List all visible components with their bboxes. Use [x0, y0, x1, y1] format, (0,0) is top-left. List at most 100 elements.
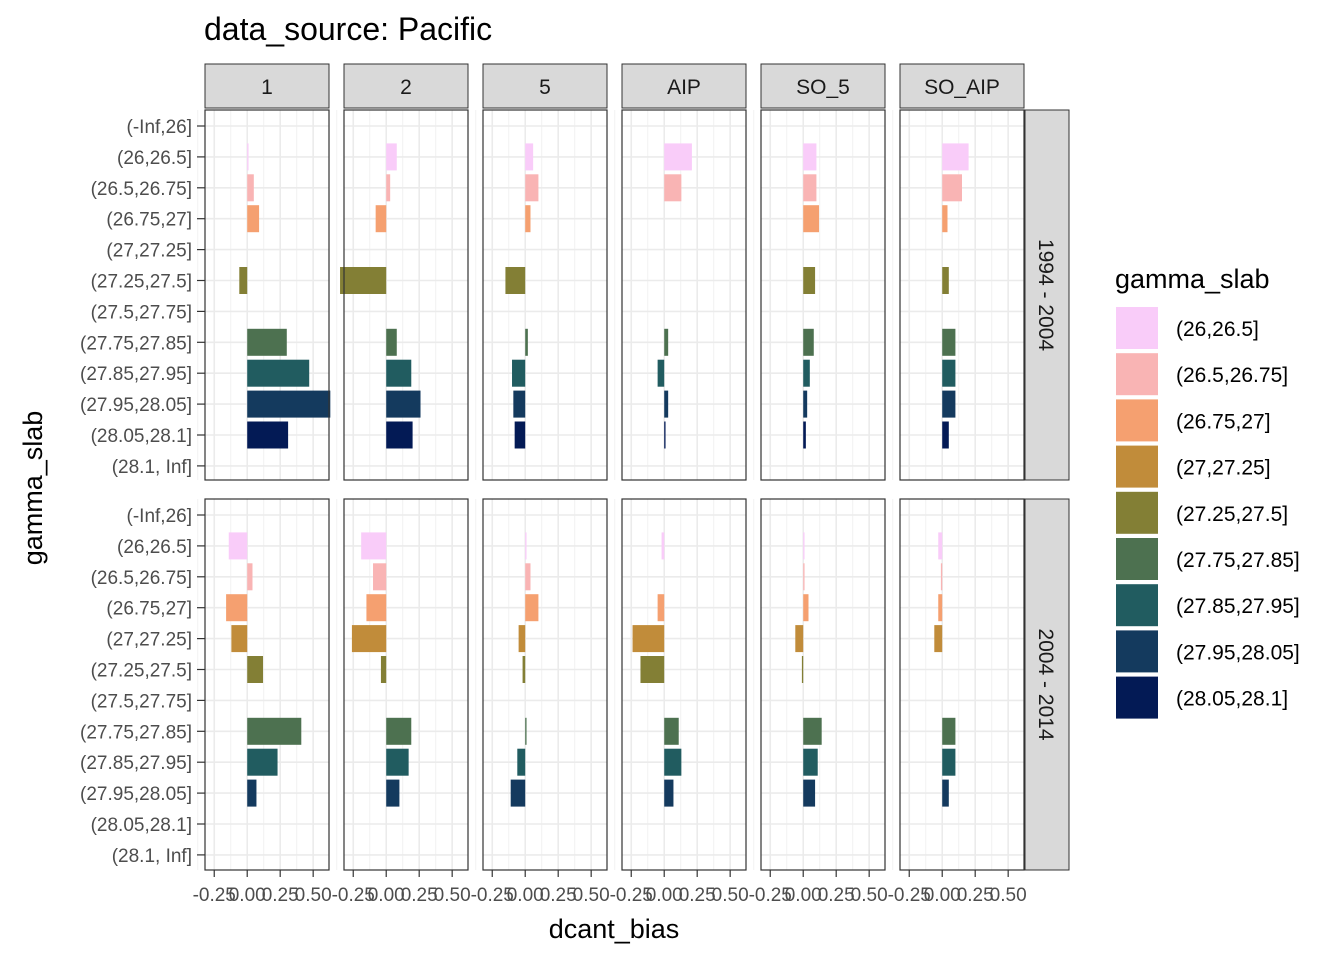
bar: [386, 748, 409, 776]
panel-background: [761, 110, 885, 480]
facet-panels: 1 2 5 AIP SO_5 SO_AIP 1994 - 2004 2004 - 2014 (-…: [80, 63, 1070, 906]
panel-background: [344, 499, 468, 870]
x-tick-label: 0.50: [851, 885, 888, 906]
row-strip-label: 2004 - 2014: [1034, 628, 1057, 740]
bar: [938, 532, 943, 560]
bar: [803, 143, 817, 171]
bar: [801, 656, 804, 683]
bar: [522, 656, 526, 683]
bar: [228, 532, 248, 560]
row-strip: [1024, 498, 1070, 871]
bar: [247, 563, 253, 591]
legend-key: [1116, 676, 1158, 719]
y-tick-label: (28.1, Inf]: [112, 846, 192, 867]
panel-background: [622, 499, 746, 870]
bar: [795, 625, 804, 653]
legend-key: [1116, 353, 1158, 396]
bar: [525, 174, 539, 202]
legend-key: [1116, 538, 1158, 580]
x-tick-label: -0.25: [193, 885, 236, 906]
bar: [525, 143, 534, 171]
panel-border: [343, 109, 469, 481]
bar: [803, 563, 805, 591]
bar: [525, 717, 527, 745]
bar: [513, 390, 526, 418]
bar: [942, 359, 956, 387]
bar: [247, 143, 249, 171]
bar: [664, 174, 682, 202]
bar: [942, 174, 962, 202]
bar: [803, 205, 820, 233]
bar: [512, 359, 526, 387]
chart-title: data_source: Pacific: [204, 11, 492, 47]
column-strip: [204, 63, 330, 109]
panel-background: [900, 499, 1024, 870]
bar: [239, 267, 248, 294]
legend-key: [1116, 307, 1158, 349]
bar: [942, 328, 956, 356]
x-tick-label: 0.25: [679, 885, 716, 906]
panel-border: [899, 109, 1025, 481]
bar: [940, 563, 943, 591]
bar: [942, 717, 956, 745]
panel-background: [900, 110, 1024, 480]
bar: [514, 421, 526, 449]
x-tick-label: 0.00: [368, 885, 405, 906]
x-tick-label: 0.00: [229, 885, 266, 906]
legend-title: gamma_slab: [1115, 264, 1270, 294]
bar: [657, 359, 665, 387]
legend-label: (27.75,27.85]: [1176, 549, 1300, 572]
y-tick-label: (26.75,27]: [106, 599, 192, 620]
bar: [510, 779, 526, 807]
bar: [803, 421, 806, 449]
y-tick-label: (27.25,27.5]: [91, 272, 192, 293]
bar: [247, 717, 302, 745]
y-tick-label: (26,26.5]: [117, 148, 192, 169]
bar: [247, 359, 310, 387]
bar: [803, 390, 808, 418]
panel-border: [760, 109, 886, 481]
y-tick-label: (27,27.25]: [106, 241, 192, 262]
bar: [226, 594, 248, 622]
bar: [525, 532, 527, 560]
facet-panel: [475, 109, 608, 481]
bar: [373, 563, 387, 591]
facet-panel: [197, 498, 330, 871]
bar: [386, 143, 397, 171]
facet-panel: [892, 109, 1025, 481]
panel-border: [621, 109, 747, 481]
bar: [664, 143, 692, 171]
panel-border: [621, 498, 747, 871]
x-tick-label: 0.50: [434, 885, 471, 906]
x-tick-label: 0.25: [540, 885, 577, 906]
bar: [340, 267, 387, 294]
bar: [803, 779, 816, 807]
facet-panel: [753, 109, 886, 481]
bar: [938, 594, 943, 622]
y-tick-label: (-Inf,26]: [127, 117, 192, 138]
y-tick-label: (27.25,27.5]: [91, 661, 192, 682]
bar: [664, 328, 669, 356]
bar: [640, 656, 665, 683]
bar: [942, 390, 956, 418]
bar: [664, 748, 682, 776]
bar: [661, 532, 665, 560]
bar: [934, 625, 943, 653]
x-tick-label: 0.25: [818, 885, 855, 906]
facet-panel: [892, 498, 1025, 871]
bar: [525, 328, 528, 356]
y-tick-label: (26.75,27]: [106, 210, 192, 231]
y-tick-label: (-Inf,26]: [127, 506, 192, 527]
bar: [942, 205, 948, 233]
x-tick-label: -0.25: [332, 885, 375, 906]
column-strip: [899, 63, 1025, 109]
panel-border: [899, 498, 1025, 871]
bar: [386, 174, 391, 202]
panel-background: [483, 499, 607, 870]
column-strip-label: SO_AIP: [924, 76, 1000, 99]
y-tick-label: (28.05,28.1]: [91, 815, 192, 836]
panel-border: [760, 498, 886, 871]
y-tick-label: (27.5,27.75]: [91, 691, 192, 712]
facet-panel: [336, 109, 469, 481]
panel-background: [205, 110, 329, 480]
